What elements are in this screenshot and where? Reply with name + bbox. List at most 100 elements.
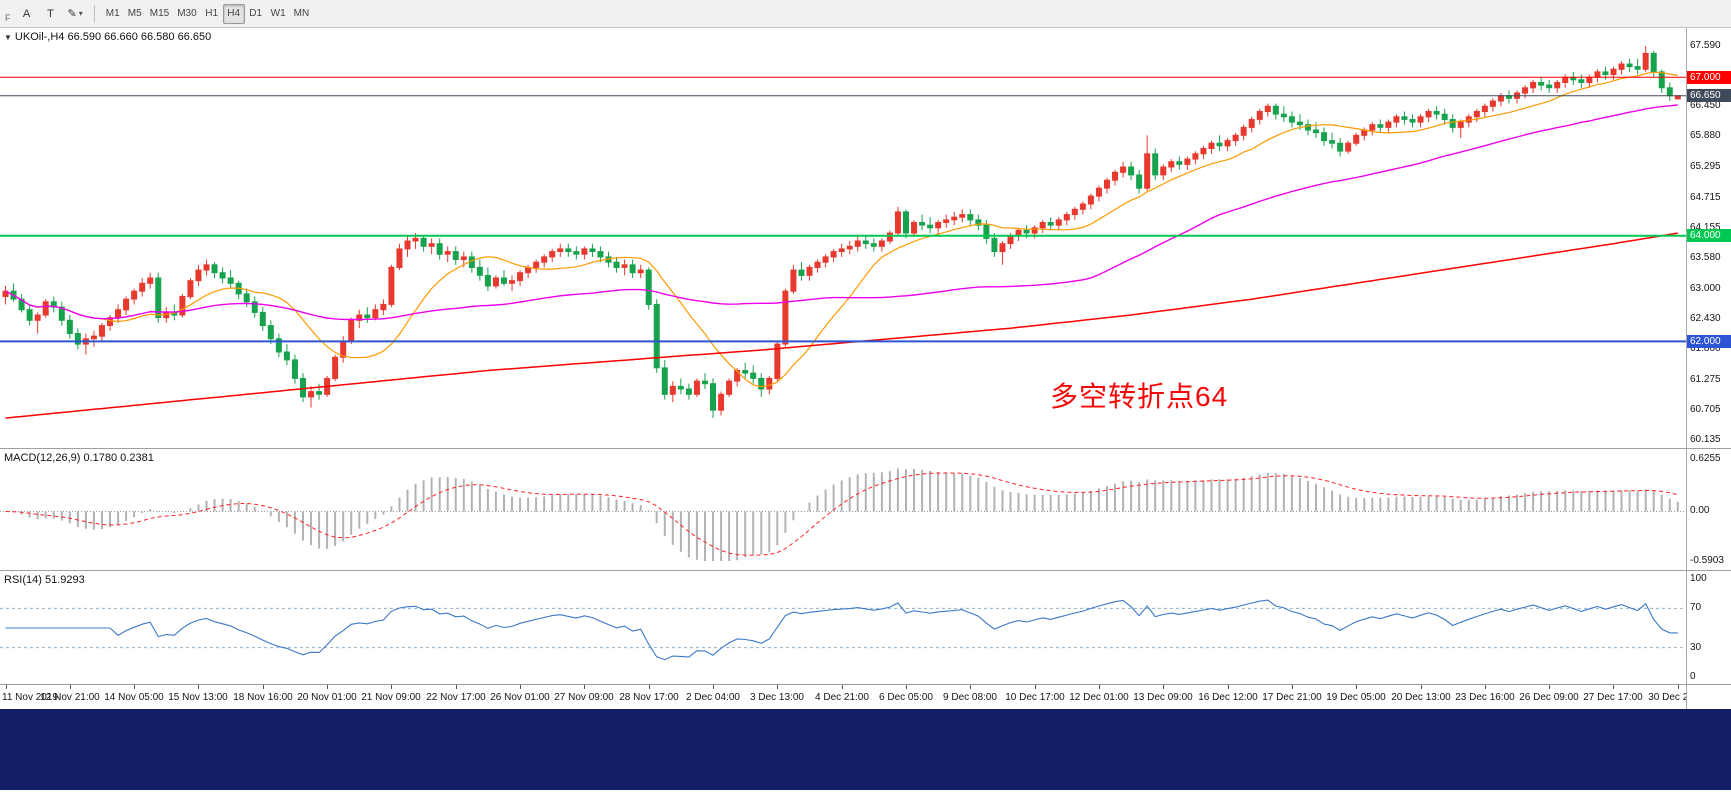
collapse-arrow-icon: ▼ — [4, 33, 12, 42]
rsi-axis-tick: 70 — [1690, 602, 1702, 613]
time-tick — [970, 685, 971, 689]
time-label: 11 Nov 2019 — [2, 692, 58, 703]
time-axis[interactable]: 11 Nov 2019 12 Nov 21:00 14 Nov 05:00 15 No… — [0, 685, 1708, 709]
rsi-axis-tick: 100 — [1690, 573, 1707, 584]
time-label: 20 Dec 13:00 — [1391, 692, 1451, 703]
timeframe-m30-button[interactable]: M30 — [177, 8, 197, 19]
timeframe-m1-button[interactable]: M1 — [105, 8, 120, 19]
price-axis-tick: 63.000 — [1690, 283, 1721, 294]
rsi-axis-tick: 30 — [1690, 642, 1702, 653]
time-label: 9 Dec 08:00 — [943, 692, 997, 703]
time-label: 3 Dec 13:00 — [750, 692, 804, 703]
macd-axis: 0.6255 0.00 -0.5903 — [1686, 449, 1731, 570]
price-axis-tick: 60.135 — [1690, 434, 1721, 445]
time-label: 13 Dec 09:00 — [1133, 692, 1193, 703]
timeframe-h4-button[interactable]: H4 — [222, 3, 245, 24]
time-label: 14 Nov 05:00 — [104, 692, 164, 703]
time-label: 18 Nov 16:00 — [233, 692, 293, 703]
time-label: 23 Dec 16:00 — [1455, 692, 1515, 703]
toolbar-f-label: F — [5, 12, 11, 23]
macd-chart[interactable] — [0, 449, 1686, 570]
macd-panel-row: MACD(12,26,9) 0.1780 0.2381 0.6255 0.00 -0… — [0, 448, 1731, 570]
price-axis-tick: 64.715 — [1690, 192, 1721, 203]
time-tick — [456, 685, 457, 689]
price-axis-tick: 66.450 — [1690, 100, 1721, 111]
symbol-ohlc-readout: UKOil-,H4 66.590 66.660 66.580 66.650 — [14, 31, 212, 43]
time-tick — [777, 685, 778, 689]
timeframe-m15-button[interactable]: M15 — [149, 8, 170, 19]
timeframe-m5-button[interactable]: M5 — [127, 8, 142, 19]
top-toolbar: F A T ✎ ▾ M1 M5 M15 M30 H1 H4 D1 W1 MN — [0, 0, 1731, 28]
timeframe-h1-button[interactable]: H1 — [205, 8, 219, 19]
macd-label: MACD(12,26,9) 0.1780 0.2381 — [4, 452, 154, 464]
time-label: 22 Nov 17:00 — [426, 692, 486, 703]
timeframe-mn-button[interactable]: MN — [293, 8, 310, 19]
price-axis[interactable]: 67.590 67.000 66.450 65.880 65.295 64.715 64.1… — [1686, 28, 1731, 448]
rsi-axis: 100 70 30 0 — [1686, 571, 1731, 684]
time-label: 21 Nov 09:00 — [361, 692, 421, 703]
time-label: 17 Dec 21:00 — [1262, 692, 1322, 703]
time-tick — [1163, 685, 1164, 689]
time-axis-corner — [1686, 685, 1731, 709]
time-tick — [198, 685, 199, 689]
rsi-label: RSI(14) 51.9293 — [4, 574, 85, 586]
time-tick — [391, 685, 392, 689]
macd-chart-area[interactable]: MACD(12,26,9) 0.1780 0.2381 — [0, 449, 1686, 570]
time-tick — [1228, 685, 1229, 689]
time-tick — [1356, 685, 1357, 689]
timeframe-group: M1 M5 M15 M30 H1 H4 D1 W1 MN — [102, 3, 313, 24]
text-tool-a-button[interactable]: A — [22, 7, 31, 20]
time-tick — [70, 685, 71, 689]
candlestick-chart[interactable] — [0, 28, 1686, 448]
macd-axis-tick: -0.5903 — [1690, 555, 1724, 566]
pencil-icon: ✎ — [67, 8, 77, 20]
price-axis-tick: 65.295 — [1690, 161, 1721, 172]
price-chart-area[interactable]: ▼ UKOil-,H4 66.590 66.660 66.580 66.650 多… — [0, 28, 1686, 448]
rsi-panel-row: RSI(14) 51.9293 100 70 30 0 — [0, 570, 1731, 684]
time-label: 26 Nov 01:00 — [490, 692, 550, 703]
chart-annotation: 多空转折点64 — [1050, 381, 1229, 412]
time-tick — [649, 685, 650, 689]
time-label: 4 Dec 21:00 — [815, 692, 869, 703]
price-axis-tick: 61.860 — [1690, 343, 1721, 354]
time-tick — [263, 685, 264, 689]
price-axis-tick: 64.155 — [1690, 222, 1721, 233]
time-label: 15 Nov 13:00 — [168, 692, 228, 703]
macd-axis-tick: 0.6255 — [1690, 453, 1721, 464]
price-chart-row: ▼ UKOil-,H4 66.590 66.660 66.580 66.650 多… — [0, 28, 1731, 448]
toolbar-separator — [93, 4, 95, 23]
time-tick — [327, 685, 328, 689]
rsi-axis-tick: 0 — [1690, 671, 1696, 682]
time-label: 28 Nov 17:00 — [619, 692, 679, 703]
rsi-value: 51.9293 — [44, 574, 85, 586]
price-axis-tick: 62.430 — [1690, 313, 1721, 324]
time-tick — [6, 685, 7, 689]
rsi-chart-area[interactable]: RSI(14) 51.9293 — [0, 571, 1686, 684]
time-tick — [1099, 685, 1100, 689]
time-label: 27 Dec 17:00 — [1583, 692, 1643, 703]
time-tick — [1421, 685, 1422, 689]
time-axis-row: 11 Nov 2019 12 Nov 21:00 14 Nov 05:00 15 No… — [0, 684, 1731, 709]
chart-header: ▼ UKOil-,H4 66.590 66.660 66.580 66.650 — [4, 31, 211, 43]
time-label: 2 Dec 04:00 — [686, 692, 740, 703]
time-tick — [1035, 685, 1036, 689]
label-tool-t-button[interactable]: T — [47, 7, 54, 20]
time-tick — [842, 685, 843, 689]
macd-values: 0.1780 0.2381 — [83, 452, 154, 464]
price-line-badge: 62.000 — [1687, 335, 1731, 348]
taskbar — [0, 709, 1731, 790]
rsi-chart[interactable] — [0, 571, 1686, 684]
price-axis-tick: 60.705 — [1690, 404, 1721, 415]
time-label: 26 Dec 09:00 — [1519, 692, 1579, 703]
price-axis-tick: 67.590 — [1690, 40, 1721, 51]
time-tick — [1292, 685, 1293, 689]
time-tick — [1549, 685, 1550, 689]
time-tick — [1485, 685, 1486, 689]
timeframe-w1-button[interactable]: W1 — [270, 8, 286, 19]
chevron-down-icon: ▾ — [78, 9, 83, 18]
timeframe-d1-button[interactable]: D1 — [249, 8, 263, 19]
drawing-tool-dropdown-button[interactable]: ✎ ▾ — [64, 4, 87, 24]
time-label: 19 Dec 05:00 — [1326, 692, 1386, 703]
time-tick — [906, 685, 907, 689]
